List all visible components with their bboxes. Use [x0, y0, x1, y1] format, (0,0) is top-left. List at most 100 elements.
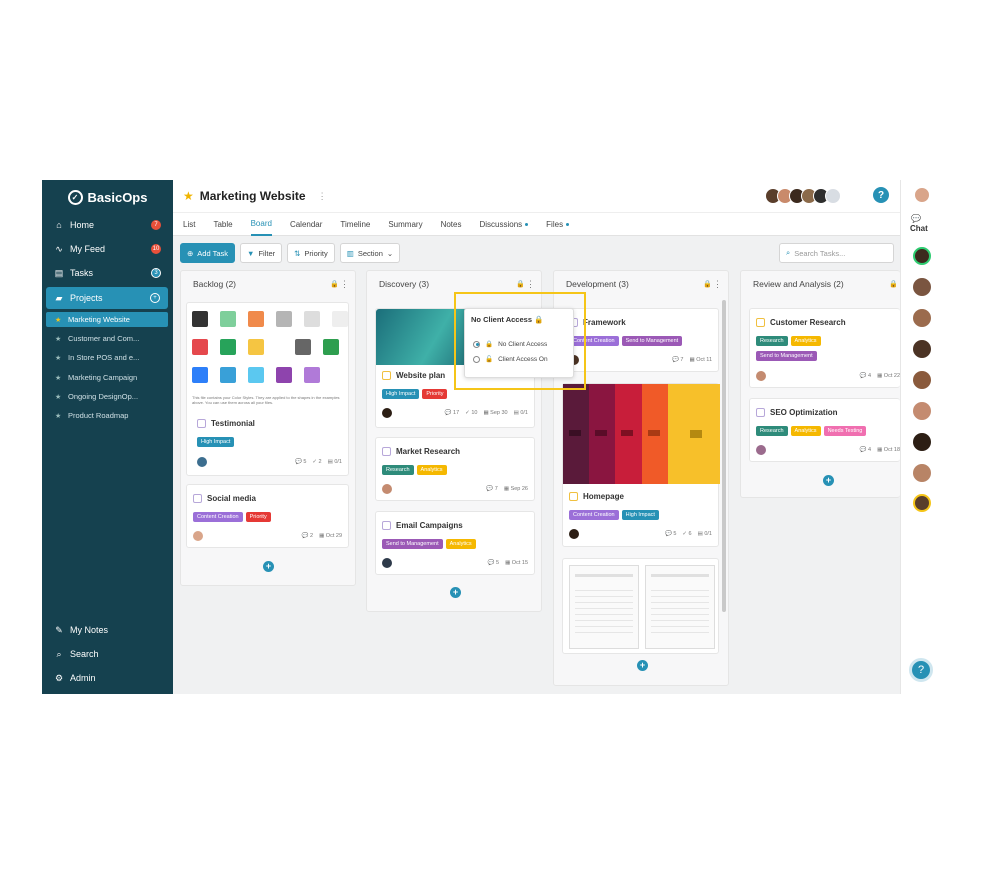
help-button[interactable]: ? [873, 187, 889, 203]
sort-icon: ⇅ [294, 248, 301, 258]
tab-summary[interactable]: Summary [388, 219, 423, 229]
checkbox[interactable] [197, 419, 206, 428]
help-chat-button[interactable]: ? [909, 658, 933, 682]
sidebar-item-projects[interactable]: ▰ Projects + [46, 287, 168, 309]
project-customer[interactable]: ★ Customer and Com... [46, 331, 168, 346]
tab-calendar[interactable]: Calendar [289, 219, 323, 229]
button-label: Priority [304, 248, 328, 258]
sidebar-item-home[interactable]: ⌂ Home 7 [42, 214, 173, 236]
project-in-store-pos[interactable]: ★ In Store POS and e... [46, 350, 168, 365]
tag-list: Send to Management Analytics [382, 539, 476, 549]
chat-label[interactable]: Chat [910, 224, 928, 233]
task-card[interactable]: Market Research Research Analytics 💬 7 ▦ S… [375, 437, 535, 501]
checkbox[interactable] [756, 318, 765, 327]
task-card[interactable]: Homepage Content Creation High Impact 💬 5… [562, 383, 721, 547]
checkbox[interactable] [756, 408, 765, 417]
lock-icon[interactable]: 🔒 [516, 281, 525, 288]
project-marketing-website[interactable]: ★ Marketing Website [46, 312, 168, 327]
checkbox[interactable] [569, 492, 578, 501]
add-task-button[interactable]: ⊕ Add Task [180, 243, 236, 263]
task-card[interactable]: This file contains your Color Styles. Th… [186, 302, 349, 476]
project-marketing-campaign[interactable]: ★ Marketing Campaign [46, 370, 168, 385]
option-no-client-access[interactable]: 🔒 No Client Access [473, 340, 547, 348]
add-card-button[interactable]: + [263, 561, 274, 572]
avatar[interactable] [913, 247, 931, 265]
project-product-roadmap[interactable]: ★ Product Roadmap [46, 408, 168, 423]
project-label: Marketing Campaign [68, 373, 138, 382]
priority-button[interactable]: ⇅ Priority [287, 243, 335, 263]
lock-icon[interactable]: 🔒 [889, 281, 898, 288]
avatar[interactable] [913, 309, 931, 327]
more-icon[interactable]: ⋮ [340, 278, 349, 289]
card-title-text: Website plan [396, 371, 446, 380]
scrollbar[interactable] [722, 300, 726, 612]
comment-count-value: 7 [680, 357, 684, 363]
avatar[interactable] [913, 464, 931, 482]
sidebar-item-my-feed[interactable]: ∿ My Feed 10 [42, 238, 173, 260]
checkbox[interactable] [382, 371, 391, 380]
color-swatch [220, 339, 236, 355]
avatar[interactable] [913, 494, 931, 512]
option-client-access-on[interactable]: 🔓 Client Access On [473, 355, 548, 363]
avatar[interactable] [913, 402, 931, 420]
color-swatch [276, 367, 292, 383]
check-count: ✓ 2 [312, 459, 322, 465]
tab-list[interactable]: List [183, 219, 196, 229]
favorite-star-icon[interactable]: ★ [183, 189, 194, 203]
tab-table[interactable]: Table [213, 219, 233, 229]
comment-count-value: 5 [496, 560, 500, 566]
add-project-icon[interactable]: + [150, 293, 160, 303]
project-ongoing-designops[interactable]: ★ Ongoing DesignOp... [46, 389, 168, 404]
radio-button[interactable] [473, 355, 480, 363]
task-card[interactable]: Customer Research Research Analytics Send… [749, 308, 900, 388]
tab-timeline[interactable]: Timeline [340, 219, 371, 229]
avatar [382, 558, 392, 568]
tab-discussions[interactable]: Discussions [479, 212, 529, 236]
sidebar-item-admin[interactable]: ⚙ Admin [42, 667, 173, 689]
tag-list: Research Analytics [382, 465, 447, 475]
task-card[interactable]: SEO Optimization Research Analytics Needs … [749, 398, 900, 462]
sidebar-item-label: Admin [70, 673, 96, 683]
sidebar-item-my-notes[interactable]: ✎ My Notes [42, 619, 173, 641]
document-thumbnail [569, 565, 639, 649]
tab-board[interactable]: Board [250, 212, 272, 236]
checkbox[interactable] [382, 447, 391, 456]
member-avatars[interactable] [765, 188, 841, 204]
lock-icon[interactable]: 🔒 [703, 281, 712, 288]
popup-title-text: No Client Access [471, 315, 532, 324]
tab-notes[interactable]: Notes [440, 219, 462, 229]
radio-button[interactable] [473, 340, 480, 348]
add-card-button[interactable]: + [450, 587, 461, 598]
more-icon[interactable]: ⋮ [317, 190, 327, 201]
color-swatch [192, 367, 208, 383]
add-card-button[interactable]: + [637, 660, 648, 671]
avatar[interactable] [913, 371, 931, 389]
lock-icon[interactable]: 🔒 [330, 281, 339, 288]
sidebar-item-search[interactable]: ⌕ Search [42, 643, 173, 665]
task-card[interactable]: Social media Content Creation Priority 💬 … [186, 484, 349, 548]
add-card-button[interactable]: + [823, 475, 834, 486]
tag: Content Creation [193, 512, 243, 522]
checkbox[interactable] [382, 521, 391, 530]
sidebar-item-tasks[interactable]: ▤ Tasks 3 [42, 262, 173, 284]
more-icon[interactable]: ⋮ [526, 278, 535, 289]
avatar[interactable] [913, 340, 931, 358]
app-name: BasicOps [87, 189, 148, 205]
filter-button[interactable]: ▼ Filter [240, 243, 283, 263]
chat-icon[interactable]: 💬 [911, 214, 921, 223]
search-tasks-input[interactable]: ⌕ Search Tasks... [779, 243, 894, 263]
avatar[interactable] [913, 278, 931, 296]
section-button[interactable]: ▥ Section ⌄ [339, 243, 401, 263]
tag: Analytics [790, 336, 821, 346]
avatar[interactable] [913, 433, 931, 451]
app-logo[interactable]: ✓ BasicOps [42, 180, 173, 214]
task-card-preview[interactable] [562, 558, 719, 654]
check-count-value: 2 [318, 459, 322, 465]
avatar[interactable] [913, 186, 931, 204]
more-icon[interactable]: ⋮ [713, 278, 722, 289]
subtask-value: 0/1 [334, 459, 342, 465]
tab-files[interactable]: Files [546, 212, 570, 236]
checkbox[interactable] [193, 494, 202, 503]
card-title: Homepage [569, 492, 624, 501]
task-card[interactable]: Email Campaigns Send to Management Analyt… [375, 511, 535, 575]
